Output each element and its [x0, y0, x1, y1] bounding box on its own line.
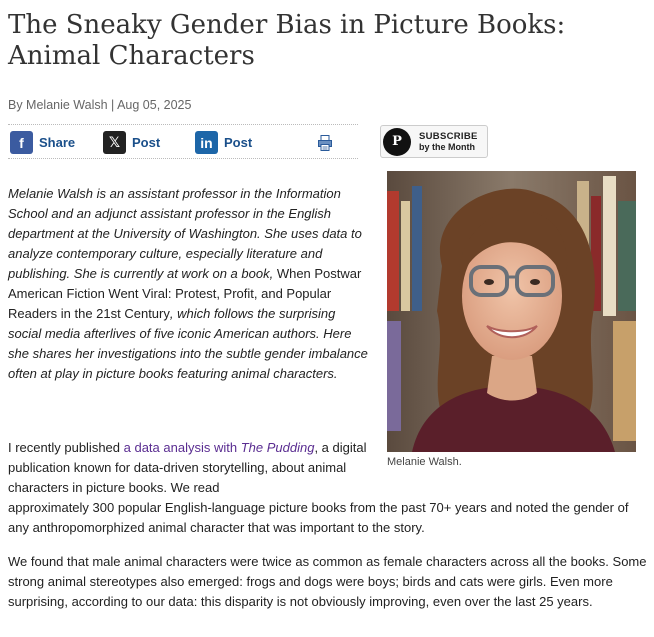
- byline: By Melanie Walsh | Aug 05, 2025: [8, 98, 192, 112]
- x-post-button[interactable]: 𝕏 Post: [103, 131, 160, 154]
- subscribe-button[interactable]: P SUBSCRIBE by the Month: [380, 125, 488, 158]
- facebook-share-label: Share: [39, 135, 76, 150]
- p1-text-start: I recently published: [8, 440, 124, 455]
- paragraph-2: We found that male animal characters wer…: [8, 554, 647, 609]
- linkedin-icon: in: [195, 131, 218, 154]
- p1-text-after: , a digital publication known for data-d…: [8, 440, 367, 495]
- intro-text-part2: , which follows the surprising social me…: [8, 306, 368, 381]
- author-intro: Melanie Walsh is an assistant professor …: [8, 184, 370, 384]
- subscribe-sublabel: by the Month: [419, 141, 475, 152]
- facebook-icon: f: [10, 131, 33, 154]
- linkedin-post-button[interactable]: in Post: [195, 131, 252, 154]
- intro-book-title: When Postwar American Fiction Went Viral…: [8, 266, 362, 321]
- paragraph-1-start: I recently published a data analysis wit…: [8, 438, 370, 498]
- pudding-analysis-link[interactable]: a data analysis with The Pudding: [124, 440, 315, 455]
- subscribe-label: SUBSCRIBE: [419, 130, 478, 142]
- photo-caption: Melanie Walsh.: [387, 456, 462, 468]
- paragraph-1-continued: approximately 300 popular English-langua…: [8, 500, 629, 535]
- x-icon: 𝕏: [103, 131, 126, 154]
- x-post-label: Post: [132, 135, 161, 150]
- facebook-share-button[interactable]: f Share: [10, 131, 75, 154]
- magazine-logo-icon: P: [383, 127, 411, 156]
- author-photo: [387, 171, 636, 452]
- article-title: The Sneaky Gender Bias in Picture Books:…: [8, 10, 566, 71]
- share-bar: f Share 𝕏 Post in Post: [8, 124, 358, 159]
- intro-text-part1: Melanie Walsh is an assistant professor …: [8, 186, 362, 281]
- linkedin-post-label: Post: [224, 135, 253, 150]
- pudding-link-italic: The Pudding: [240, 440, 315, 455]
- pudding-link-text: a data analysis with: [123, 440, 241, 455]
- print-icon[interactable]: [318, 135, 332, 151]
